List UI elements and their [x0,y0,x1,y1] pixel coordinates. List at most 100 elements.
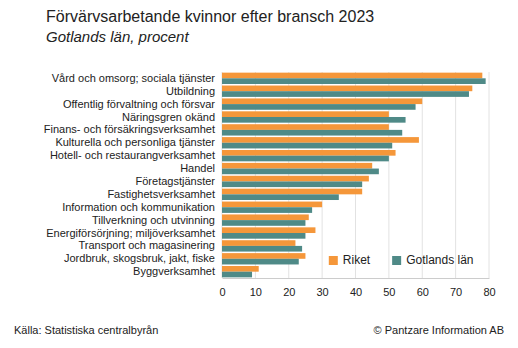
x-axis-line [223,278,490,279]
bar [222,259,299,265]
legend-item: Gotlands län [392,253,473,267]
x-tick: 30 [317,278,329,298]
x-tick-label: 40 [350,286,362,298]
bar [222,266,259,272]
y-tick-label: Transport och magasinering [78,239,215,251]
legend-swatch [329,256,338,265]
y-tick-label: Energiförsörjning; miljöverksamhet [46,227,215,239]
bar [222,189,362,195]
y-tick: Näringsgren okänd [122,111,222,123]
x-tick: 80 [483,278,495,298]
x-tick: 70 [450,278,462,298]
x-tick: 60 [417,278,429,298]
bar [222,272,252,278]
y-tick: Fastighetsverksamhet [107,188,222,200]
grid-line [489,72,490,278]
bar [222,214,309,220]
y-axis: Vård och omsorg; sociala tjänsterUtbildn… [44,72,223,279]
y-tick: Jordbruk, skogsbruk, jakt, fiske [64,252,222,264]
y-tick: Hotell- och restaurangverksamhet [50,149,222,161]
x-tick-label: 60 [417,286,429,298]
legend-swatch [392,256,401,265]
x-axis: 0 10 20 30 40 50 60 70 80 [219,278,495,298]
bar [222,176,369,182]
x-tick-label: 20 [283,286,295,298]
bar [222,124,389,130]
bar [222,253,305,259]
y-axis-line [222,73,223,279]
bar [222,98,422,104]
subtitle: Gotlands län, procent [46,28,189,45]
bar [222,130,402,136]
bar [222,227,315,233]
x-tick-label: 50 [383,286,395,298]
bar [222,137,419,143]
bar [222,143,392,149]
y-tick-label: Information och kommunikation [62,201,215,213]
y-tick: Företagstjänster [136,175,222,187]
bar [222,117,406,123]
bar [222,207,312,213]
y-tick: Utbildning [166,85,222,97]
bar [222,78,486,84]
bar [222,73,482,79]
bars [222,73,486,278]
x-tick: 0 [219,278,225,298]
bar [222,91,469,97]
y-tick-label: Handel [180,162,215,174]
bar [222,181,362,187]
legend-label: Gotlands län [406,253,473,267]
y-tick-label: Kulturella och personliga tjänster [55,136,215,148]
y-tick: Finans- och försäkringsverksamhet [44,123,222,135]
y-tick: Offentlig förvaltning och försvar [63,98,222,110]
x-tick-label: 80 [483,286,495,298]
annotation: © Pantzare Information AB [374,324,504,336]
y-tick-label: Tillverkning och utvinning [92,214,215,226]
plot: 0 10 20 30 40 50 60 70 80 Vård och omsorg; social… [44,72,496,298]
x-tick: 50 [383,278,395,298]
bar [222,163,372,169]
x-tick: 10 [250,278,262,298]
bar [222,240,295,246]
chart: Förvärvsarbetande kvinnor efter bransch … [0,0,518,348]
legend: Riket Gotlands län [329,253,474,267]
bar [222,169,379,175]
bar [222,202,322,208]
bar [222,104,416,110]
y-tick-label: Företagstjänster [136,175,216,187]
bar [222,194,339,200]
y-tick-label: Offentlig förvaltning och försvar [63,98,215,110]
y-tick-label: Vård och omsorg; sociala tjänster [52,72,216,84]
legend-item: Riket [329,253,371,267]
grid-line [455,72,456,278]
y-tick: Handel [180,162,222,174]
bar [222,246,302,252]
y-tick-label: Fastighetsverksamhet [107,188,215,200]
y-tick: Transport och magasinering [78,239,222,251]
y-tick-label: Näringsgren okänd [122,111,215,123]
y-tick: Energiförsörjning; miljöverksamhet [46,227,222,239]
bar [222,111,389,117]
grid [222,72,489,278]
title: Förvärvsarbetande kvinnor efter bransch … [46,8,374,25]
y-tick-label: Finans- och försäkringsverksamhet [44,123,215,135]
y-tick-label: Jordbruk, skogsbruk, jakt, fiske [64,252,215,264]
y-tick: Byggverksamhet [133,265,222,277]
y-tick-label: Utbildning [166,85,215,97]
y-tick-label: Byggverksamhet [133,265,215,277]
x-tick-label: 30 [317,286,329,298]
y-tick: Information och kommunikation [62,201,222,213]
x-tick-label: 0 [219,286,225,298]
bar [222,220,305,226]
y-tick: Tillverkning och utvinning [92,214,222,226]
legend-label: Riket [343,253,371,267]
y-tick: Kulturella och personliga tjänster [55,136,222,148]
x-tick-label: 70 [450,286,462,298]
bar [222,156,389,162]
x-tick: 20 [283,278,295,298]
bar [222,233,305,239]
y-tick-label: Hotell- och restaurangverksamhet [50,149,215,161]
annotation: Källa: Statistiska centralbyrån [14,324,158,336]
x-tick-label: 10 [250,286,262,298]
y-tick: Vård och omsorg; sociala tjänster [52,72,222,84]
